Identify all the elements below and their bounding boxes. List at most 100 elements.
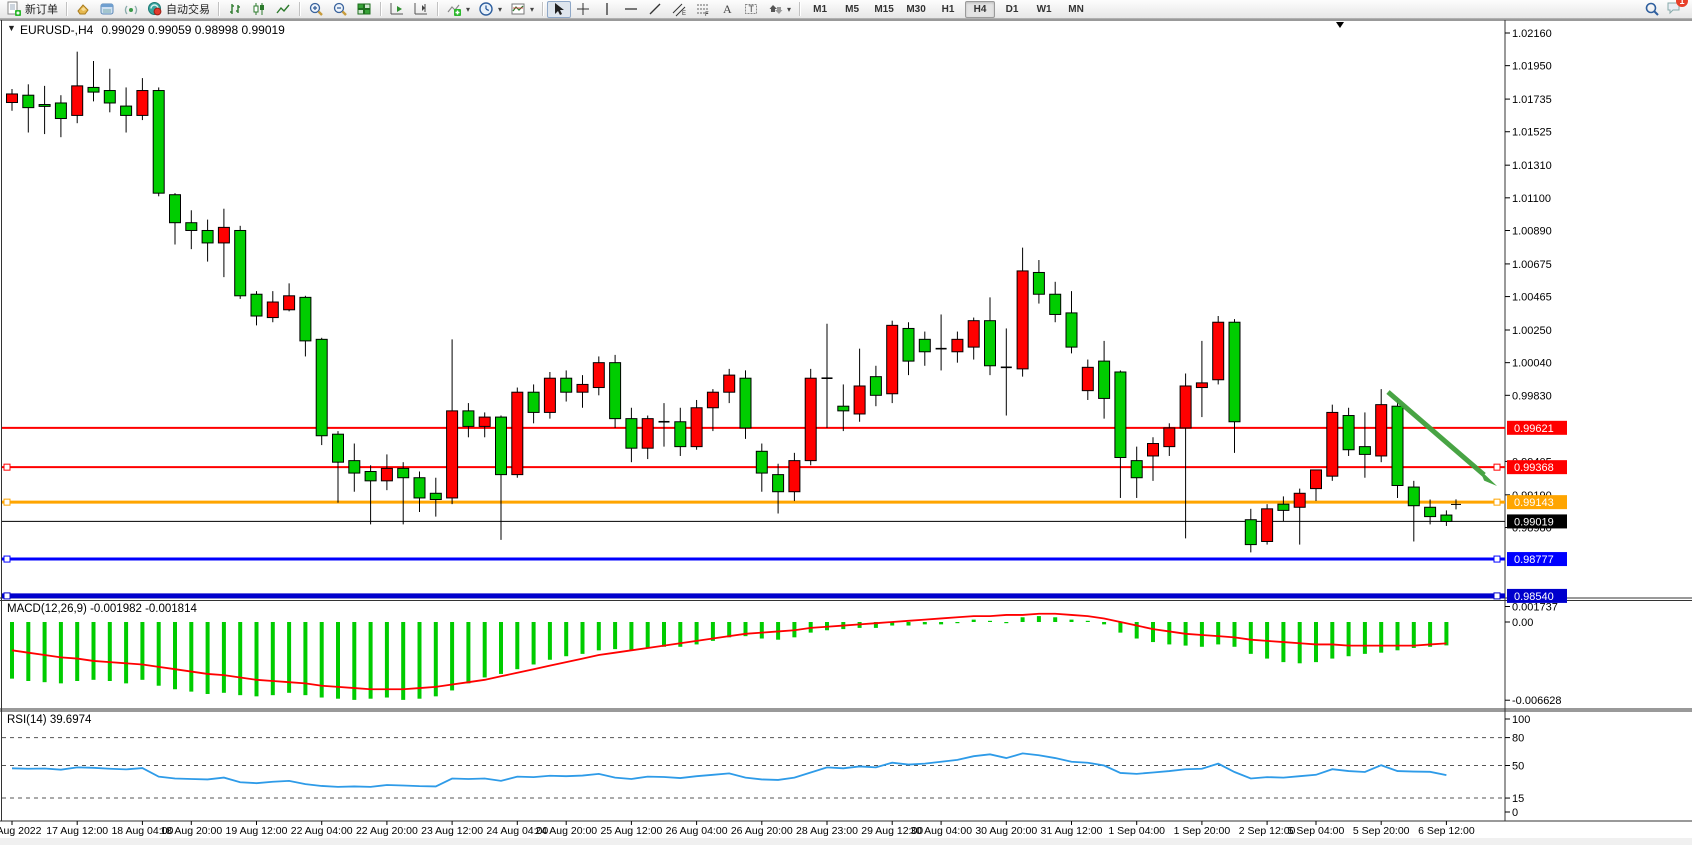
macd-indicator-label: MACD(12,26,9) -0.001982 -0.001814: [7, 603, 197, 615]
trend-arrow[interactable]: [1386, 390, 1497, 486]
svg-text:16 Aug 2022: 16 Aug 2022: [0, 825, 42, 837]
template-icon: [510, 1, 526, 17]
timeframe-button-D1[interactable]: D1: [1005, 3, 1019, 15]
crosshair-button[interactable]: [571, 1, 595, 18]
svg-text:26 Aug 20:00: 26 Aug 20:00: [731, 825, 793, 837]
timeframe-button-H4[interactable]: H4: [965, 0, 996, 18]
crosshair-icon: [575, 1, 591, 17]
vertical-line-button[interactable]: [595, 1, 619, 18]
bar-chart-button[interactable]: [223, 1, 247, 18]
toolbar-separator: [799, 2, 801, 16]
line-chart-icon: [275, 1, 291, 17]
auto-trading-button[interactable]: 自动交易: [143, 1, 214, 18]
svg-text:22 Aug 04:00: 22 Aug 04:00: [291, 825, 353, 837]
window-icon: [99, 1, 115, 17]
pane-backgrounds: [0, 19, 1692, 845]
svg-text:1.01525: 1.01525: [1512, 127, 1552, 139]
svg-text:100: 100: [1512, 714, 1530, 726]
svg-text:0.001737: 0.001737: [1512, 602, 1558, 614]
svg-text:0.99143: 0.99143: [1514, 497, 1554, 509]
new-order-button[interactable]: 新订单: [2, 1, 62, 18]
timeframe-button-M1[interactable]: M1: [813, 3, 828, 15]
svg-text:1.01950: 1.01950: [1512, 61, 1552, 73]
one-click-collapse-icon[interactable]: ▼: [7, 23, 16, 33]
chart-symbol-period: EURUSD-,H4: [20, 23, 94, 37]
clock-icon: [478, 1, 494, 17]
auto-scroll-icon: [389, 1, 405, 17]
svg-text:80: 80: [1512, 733, 1524, 745]
text-icon: A: [719, 1, 735, 17]
toolbar-separator: [437, 2, 438, 16]
new-order-icon: [6, 1, 22, 17]
zoom-out-icon: [332, 1, 348, 17]
svg-text:23 Aug 12:00: 23 Aug 12:00: [421, 825, 483, 837]
indicators-button[interactable]: ▾: [442, 1, 474, 18]
arrows-shapes-icon: [767, 1, 783, 17]
chart-canvas[interactable]: 1.02160 1.01950 1.01735 1.01525 1.01310 1.011…: [0, 19, 1692, 845]
tile-windows-icon: [356, 1, 372, 17]
zoom-in-button[interactable]: [304, 1, 328, 18]
fibonacci-button[interactable]: F: [691, 1, 715, 18]
zoom-out-button[interactable]: [328, 1, 352, 18]
svg-text:1.02160: 1.02160: [1512, 28, 1552, 40]
periods-button[interactable]: ▾: [474, 1, 506, 18]
notification-badge: 1: [1676, 0, 1688, 7]
current-price-marker: [1451, 499, 1461, 510]
text-label-button[interactable]: T: [739, 1, 763, 18]
svg-text:T: T: [749, 4, 755, 14]
chart-shift-marker[interactable]: [1336, 22, 1344, 28]
horizontal-line-button[interactable]: [619, 1, 643, 18]
templates-button[interactable]: ▾: [506, 1, 538, 18]
tile-windows-button[interactable]: [352, 1, 376, 18]
channel-button[interactable]: E: [667, 1, 691, 18]
notifications-button[interactable]: 1: [1666, 0, 1688, 20]
timeframe-button-MN[interactable]: MN: [1068, 3, 1084, 15]
zoom-in-icon: [308, 1, 324, 17]
svg-text:24 Aug 20:00: 24 Aug 20:00: [535, 825, 597, 837]
svg-text:1.01100: 1.01100: [1512, 193, 1551, 205]
timeframe-button-M30[interactable]: M30: [906, 3, 926, 15]
svg-text:19 Aug 12:00: 19 Aug 12:00: [226, 825, 288, 837]
fibonacci-icon: F: [695, 1, 711, 17]
svg-text:1.01735: 1.01735: [1512, 94, 1552, 106]
gold-icon: [75, 1, 91, 17]
svg-text:1.00250: 1.00250: [1512, 325, 1552, 337]
market-watch-button[interactable]: [71, 1, 95, 18]
timeframe-button-W1[interactable]: W1: [1036, 3, 1052, 15]
auto-trading-label: 自动交易: [166, 4, 210, 16]
line-chart-button[interactable]: [271, 1, 295, 18]
svg-text:5 Sep 04:00: 5 Sep 04:00: [1288, 825, 1345, 837]
svg-text:1.00890: 1.00890: [1512, 225, 1552, 237]
timeframe-button-M15[interactable]: M15: [874, 3, 894, 15]
svg-text:0.98777: 0.98777: [1514, 554, 1554, 566]
text-button[interactable]: A: [715, 1, 739, 18]
svg-text:26 Aug 04:00: 26 Aug 04:00: [666, 825, 728, 837]
timeframe-button-M5[interactable]: M5: [845, 3, 860, 15]
svg-text:0.00: 0.00: [1512, 617, 1533, 629]
equidistant-channel-icon: E: [671, 1, 687, 17]
svg-text:1.00465: 1.00465: [1512, 292, 1552, 304]
trendline-button[interactable]: [643, 1, 667, 18]
svg-text:50: 50: [1512, 761, 1524, 773]
toolbar: 新订单 自动交易: [0, 0, 1692, 19]
svg-text:1.01310: 1.01310: [1512, 160, 1552, 172]
svg-text:18 Aug 04:00: 18 Aug 04:00: [111, 825, 173, 837]
text-label-icon: T: [743, 1, 759, 17]
search-icon[interactable]: [1644, 1, 1660, 17]
arrows-button[interactable]: ▾: [763, 1, 795, 18]
svg-text:5 Sep 20:00: 5 Sep 20:00: [1353, 825, 1410, 837]
svg-text:28 Aug 23:00: 28 Aug 23:00: [796, 825, 858, 837]
chart-shift-button[interactable]: [409, 1, 433, 18]
window-button[interactable]: [95, 1, 119, 18]
cursor-button[interactable]: [547, 0, 572, 18]
timeframe-button-H1[interactable]: H1: [941, 3, 955, 15]
timeframe-group: M1 M5 M15 M30 H1 H4 D1 W1 MN: [804, 0, 1092, 19]
svg-text:2 Sep 12:00: 2 Sep 12:00: [1239, 825, 1296, 837]
svg-text:29 Aug 12:00: 29 Aug 12:00: [861, 825, 923, 837]
candle-chart-button[interactable]: [247, 1, 271, 18]
auto-scroll-button[interactable]: [385, 1, 409, 18]
candle-chart-icon: [251, 1, 267, 17]
svg-text:1.00040: 1.00040: [1512, 358, 1552, 370]
signal-button[interactable]: [119, 1, 143, 18]
